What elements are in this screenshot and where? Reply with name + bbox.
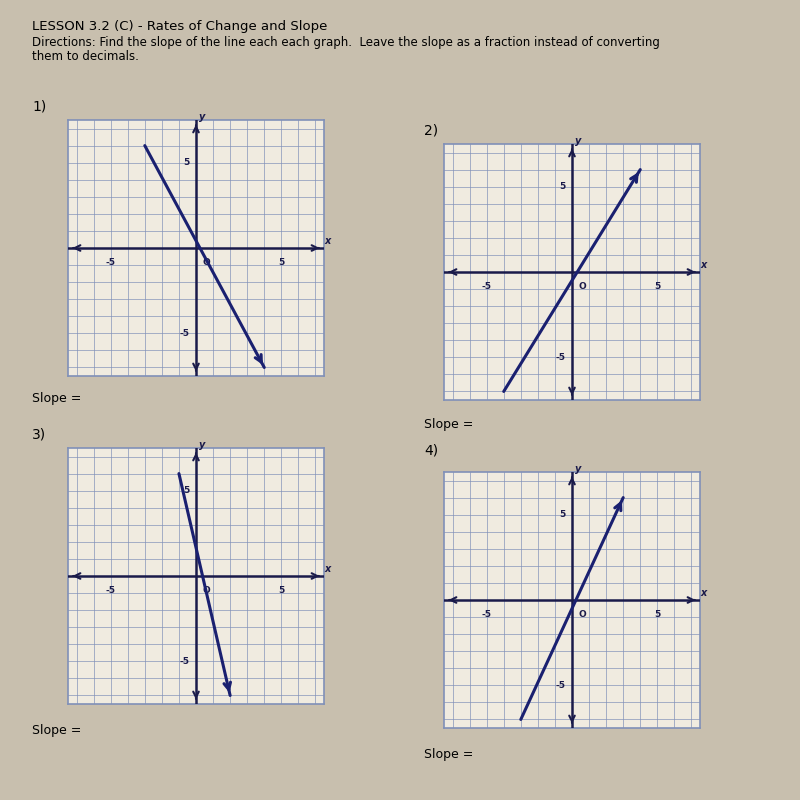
Text: -5: -5: [482, 282, 492, 291]
Text: y: y: [198, 112, 205, 122]
Text: 5: 5: [278, 586, 285, 595]
Text: x: x: [324, 236, 330, 246]
Text: -5: -5: [106, 258, 116, 267]
Text: O: O: [579, 282, 586, 291]
Text: -5: -5: [555, 353, 565, 362]
Text: Directions: Find the slope of the line each each graph.  Leave the slope as a fr: Directions: Find the slope of the line e…: [32, 36, 660, 49]
Text: 5: 5: [183, 486, 189, 495]
Text: O: O: [203, 258, 210, 267]
Text: Slope =: Slope =: [32, 724, 82, 737]
Text: LESSON 3.2 (C) - Rates of Change and Slope: LESSON 3.2 (C) - Rates of Change and Slo…: [32, 20, 327, 33]
Text: 2): 2): [424, 124, 438, 138]
Text: 4): 4): [424, 444, 438, 458]
Text: 5: 5: [559, 182, 565, 191]
Text: y: y: [198, 440, 205, 450]
Text: x: x: [700, 588, 706, 598]
Text: 5: 5: [278, 258, 285, 267]
Text: O: O: [203, 586, 210, 595]
Text: x: x: [324, 564, 330, 574]
Text: Slope =: Slope =: [424, 418, 474, 431]
Text: them to decimals.: them to decimals.: [32, 50, 139, 62]
Text: x: x: [700, 260, 706, 270]
Text: -5: -5: [555, 681, 565, 690]
Text: O: O: [579, 610, 586, 619]
Text: 5: 5: [654, 610, 661, 619]
Text: -5: -5: [106, 586, 116, 595]
Text: -5: -5: [482, 610, 492, 619]
Text: -5: -5: [179, 657, 189, 666]
Text: y: y: [574, 464, 581, 474]
Text: 5: 5: [183, 158, 189, 167]
Text: Slope =: Slope =: [32, 392, 82, 405]
Text: 5: 5: [654, 282, 661, 291]
Text: 3): 3): [32, 428, 46, 442]
Text: Slope =: Slope =: [424, 748, 474, 761]
Text: -5: -5: [179, 329, 189, 338]
Text: y: y: [574, 136, 581, 146]
Text: 1): 1): [32, 100, 46, 114]
Text: 5: 5: [559, 510, 565, 519]
